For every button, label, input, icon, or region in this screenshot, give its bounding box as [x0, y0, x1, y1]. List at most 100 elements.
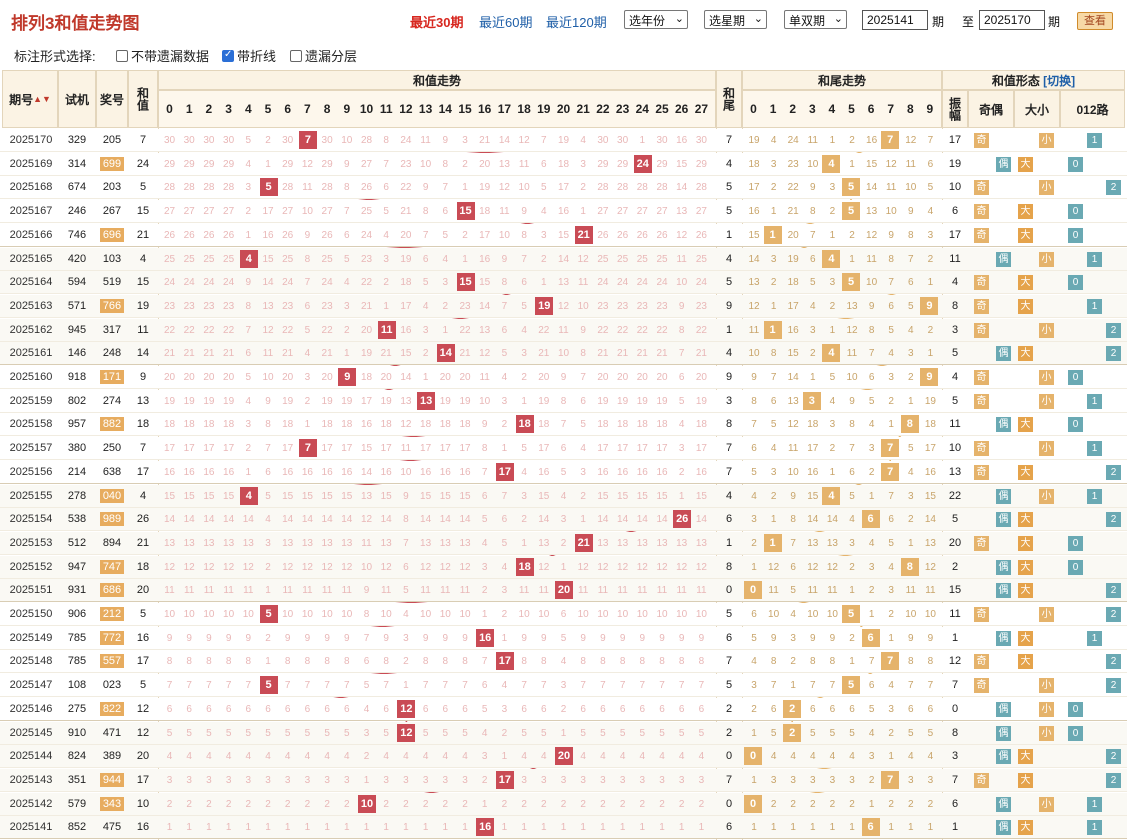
tail-omission-value: 4: [927, 206, 934, 218]
amp-cell: 3: [951, 750, 959, 763]
omission-value: 4: [639, 751, 646, 763]
omission-value: 3: [442, 774, 449, 786]
tail-omission-value: 17: [748, 182, 760, 194]
omission-value: 19: [203, 395, 215, 407]
omission-value: 2: [245, 798, 252, 810]
tail-omission-value: 2: [927, 798, 934, 810]
tail-omission-value: 14: [826, 514, 838, 526]
omission-value: 9: [580, 324, 586, 336]
omission-value: 6: [462, 703, 468, 715]
tail-omission-value: 6: [849, 466, 855, 478]
amp-cell: 15: [948, 584, 962, 597]
trial-cell: 824: [67, 750, 87, 763]
prize-number: 638: [102, 465, 122, 478]
omission-value: 7: [245, 680, 252, 692]
option-no-omission[interactable]: 不带遗漏数据: [116, 46, 209, 65]
omission-value: 7: [521, 253, 527, 265]
tail-omission-value: 3: [829, 277, 836, 289]
tail-omission-value: 18: [807, 419, 819, 431]
prize-number: 944: [99, 772, 125, 787]
tail-omission-value: 3: [888, 372, 894, 383]
omission-value: 18: [380, 419, 392, 431]
header-issue[interactable]: 期号 ▲▼: [2, 70, 58, 128]
bigsmall-badge: 小: [1039, 251, 1054, 267]
sort-icon[interactable]: ▲▼: [33, 94, 51, 104]
switch-link[interactable]: [切换]: [1043, 73, 1076, 88]
omission-value: 3: [284, 774, 291, 786]
to-issue-input[interactable]: 2025170: [979, 10, 1045, 30]
tail-cell: 5: [725, 181, 733, 194]
view-button[interactable]: 查看: [1077, 12, 1113, 30]
sum-cell: 21: [136, 228, 150, 241]
table-row: [0, 294, 1127, 318]
omission-value: 16: [617, 466, 629, 478]
tail-omission-value: 8: [908, 656, 914, 668]
omission-value: 3: [560, 680, 567, 692]
tail-omission-value: 1: [810, 372, 816, 383]
omission-value: 13: [203, 537, 215, 549]
omission-value: 9: [166, 632, 173, 644]
omission-value: 10: [676, 609, 688, 620]
year-select[interactable]: 选年份 ⌄: [624, 10, 688, 29]
omission-value: 5: [481, 514, 488, 526]
omission-value: 5: [481, 703, 488, 715]
link-recent-30[interactable]: 最近30期: [410, 15, 464, 30]
omission-value: 15: [203, 490, 215, 502]
tail-omission-value: 7: [927, 680, 934, 692]
link-recent-120[interactable]: 最近120期: [546, 15, 607, 30]
checkbox[interactable]: [290, 49, 302, 62]
tail-omission-value: 6: [770, 703, 777, 715]
omission-value: 7: [678, 680, 685, 692]
omission-value: 3: [521, 774, 527, 786]
sum-ball: 10: [358, 794, 376, 813]
tail-omission-value: 4: [770, 443, 777, 455]
omission-value: 11: [637, 585, 648, 597]
omission-value: 2: [304, 798, 311, 810]
checkbox[interactable]: [116, 49, 128, 62]
omission-value: 5: [225, 727, 232, 739]
sum-col-label: 0: [166, 102, 173, 116]
omission-value: 5: [698, 727, 705, 739]
omission-value: 13: [321, 537, 333, 549]
option-with-line[interactable]: 带折线: [222, 46, 276, 65]
table-row: [0, 413, 1127, 437]
omission-value: 14: [360, 466, 373, 478]
omission-value: 7: [481, 466, 488, 478]
tail-omission-value: 10: [768, 609, 780, 620]
bigsmall-badge: 大: [1018, 417, 1033, 433]
checkbox[interactable]: [222, 49, 234, 62]
omission-value: 12: [242, 561, 254, 573]
omission-value: 13: [420, 537, 432, 549]
tail-omission-value: 7: [888, 277, 894, 289]
omission-value: 7: [304, 680, 311, 692]
tail-ball: 6: [861, 818, 880, 837]
tail-omission-value: 9: [751, 372, 757, 383]
tail-cell: 2: [725, 726, 733, 739]
sum-col-label: 16: [478, 102, 492, 116]
omission-value: 1: [481, 609, 488, 620]
sum-cell: 17: [136, 465, 150, 478]
oddeven-badge: 偶: [996, 820, 1011, 836]
sum-cell: 11: [137, 323, 149, 336]
omission-value: 9: [639, 632, 646, 644]
tail-omission-value: 22: [787, 182, 799, 194]
omission-value: 15: [301, 490, 313, 502]
tail-omission-value: 11: [807, 585, 818, 597]
omission-value: 9: [678, 632, 685, 644]
link-recent-60[interactable]: 最近60期: [479, 15, 533, 30]
omission-value: 11: [597, 585, 609, 597]
omission-value: 5: [166, 727, 173, 739]
omission-value: 6: [481, 490, 488, 502]
from-issue-input[interactable]: 2025141: [862, 10, 928, 30]
omission-value: 6: [442, 703, 449, 715]
week-select[interactable]: 选星期 ⌄: [704, 10, 767, 29]
option-omission-layer[interactable]: 遗漏分层: [290, 46, 357, 65]
omission-value: 1: [225, 822, 232, 834]
omission-value: 10: [341, 135, 353, 146]
parity-select[interactable]: 单双期 ⌄: [784, 10, 847, 29]
omission-value: 6: [422, 703, 429, 715]
omission-value: 12: [400, 419, 412, 431]
omission-value: 5: [324, 727, 330, 739]
omission-value: 19: [695, 395, 707, 407]
amp-cell: 5: [951, 347, 959, 360]
